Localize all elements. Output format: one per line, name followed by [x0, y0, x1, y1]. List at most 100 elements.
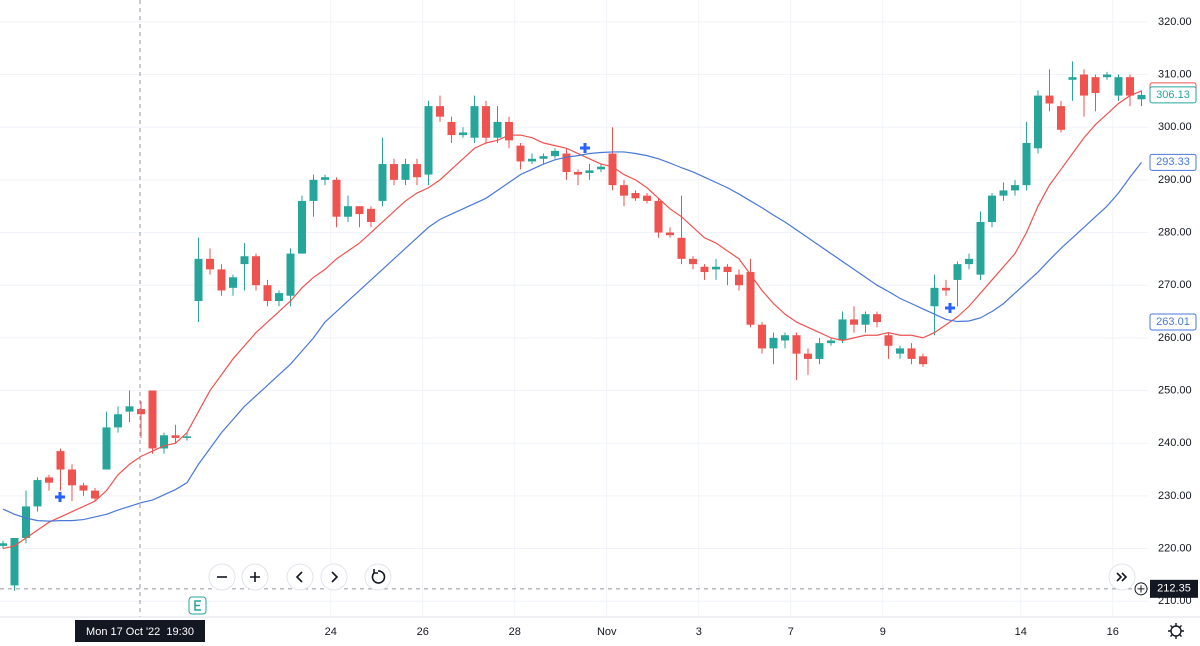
- candle-body: [631, 193, 640, 199]
- candle-body: [597, 166, 605, 170]
- candle-body: [1045, 95, 1054, 104]
- candle-body: [424, 106, 433, 175]
- candle-body: [907, 348, 916, 359]
- candle-body: [482, 106, 490, 138]
- y-tick-label: 300.00: [1158, 121, 1192, 133]
- candle-body: [459, 132, 467, 136]
- signal-marker: [55, 492, 65, 502]
- grid: [0, 0, 1148, 617]
- candle-body: [608, 153, 617, 186]
- candle-body: [585, 170, 594, 174]
- candle-body: [1137, 94, 1146, 100]
- signals: [55, 143, 955, 502]
- settings-button[interactable]: [1168, 623, 1184, 639]
- candle-body: [45, 477, 53, 483]
- candle-body: [781, 335, 789, 341]
- candle-body: [206, 258, 214, 270]
- candle-body: [436, 106, 444, 117]
- x-tick-label: 24: [325, 626, 337, 638]
- candle-body: [574, 171, 582, 175]
- candle-body: [1022, 142, 1031, 186]
- candle-body: [378, 164, 387, 201]
- y-tick-label: 230.00: [1158, 490, 1192, 502]
- candle-body: [528, 158, 536, 162]
- y-tick-label: 320.00: [1158, 16, 1192, 28]
- candle-body: [0, 543, 7, 546]
- x-tick-label: 16: [1107, 626, 1119, 638]
- scroll-end-button[interactable]: [1108, 563, 1136, 591]
- candle-body: [125, 406, 134, 412]
- crosshair-price-label: 212.35: [1157, 583, 1191, 595]
- candle-body: [183, 436, 191, 438]
- zoom-out-button[interactable]: [208, 563, 236, 591]
- price-axis: 210.00 220.00 230.00 240.00 250.00 260.00 270.…: [1134, 16, 1198, 607]
- candle-body: [1034, 95, 1042, 149]
- candle-body: [976, 221, 985, 275]
- price-tag: [1149, 153, 1197, 171]
- scroll-left-button[interactable]: [286, 563, 314, 591]
- price-tag-label: 306.13: [1156, 89, 1190, 101]
- candle-body: [677, 237, 686, 259]
- scroll-right-button[interactable]: [320, 563, 348, 591]
- candle-body: [194, 258, 203, 301]
- candle-body: [217, 269, 226, 291]
- candle-body: [758, 324, 766, 349]
- candle-body: [988, 195, 996, 222]
- y-tick-label: 260.00: [1158, 332, 1192, 344]
- candle-body: [298, 200, 306, 254]
- x-tick-label: 3: [696, 626, 702, 638]
- candle-body: [22, 506, 30, 538]
- candle-body: [919, 356, 927, 365]
- candle-body: [275, 293, 283, 301]
- candle-body: [321, 177, 329, 180]
- candle-body: [470, 106, 479, 138]
- candle-body: [930, 287, 939, 307]
- x-tick-label: 7: [788, 626, 794, 638]
- x-tick-label: 28: [509, 626, 521, 638]
- candle-body: [884, 335, 893, 346]
- candle-body: [700, 266, 709, 273]
- candle-body: [850, 319, 858, 325]
- candle-body: [1057, 106, 1065, 130]
- candle-body: [137, 408, 145, 415]
- y-tick-label: 270.00: [1158, 279, 1192, 291]
- candle-body: [332, 179, 341, 217]
- candle-body: [1091, 77, 1100, 93]
- y-tick-label: 210.00: [1158, 595, 1192, 607]
- earnings-badge[interactable]: [188, 596, 207, 615]
- price-tag: [1149, 86, 1197, 104]
- price-tag-label: 293.33: [1156, 156, 1190, 168]
- candle-body: [56, 451, 65, 470]
- candle-body: [114, 414, 122, 428]
- candle-body: [861, 314, 870, 325]
- price-tag: [1149, 313, 1197, 331]
- candle-body: [229, 277, 237, 288]
- zoom-in-button[interactable]: [241, 563, 269, 591]
- candle-body: [286, 253, 295, 296]
- candle-body: [68, 469, 76, 486]
- candle-body: [654, 200, 663, 233]
- x-tick-label: 14: [1015, 626, 1027, 638]
- candle-body: [252, 256, 260, 286]
- candle-body: [666, 232, 674, 236]
- candle-body: [999, 190, 1008, 196]
- candle-body: [171, 435, 180, 438]
- candle-body: [493, 121, 502, 138]
- candle-body: [401, 164, 410, 180]
- y-tick-label: 310.00: [1158, 68, 1192, 80]
- moving-average-line: [2, 151, 1142, 522]
- reset-button[interactable]: [364, 563, 392, 591]
- signal-marker: [945, 303, 955, 313]
- candle-body: [148, 390, 157, 449]
- candle-body: [896, 348, 904, 354]
- candle-body: [804, 353, 812, 359]
- crosshair-price-box: [1150, 579, 1198, 598]
- candle-body: [1114, 77, 1123, 96]
- candle-body: [1068, 77, 1077, 80]
- candle-body: [355, 206, 364, 215]
- y-tick-label: 220.00: [1158, 542, 1192, 554]
- candle-body: [551, 150, 559, 157]
- candle-body: [620, 185, 628, 196]
- candle-body: [815, 343, 824, 359]
